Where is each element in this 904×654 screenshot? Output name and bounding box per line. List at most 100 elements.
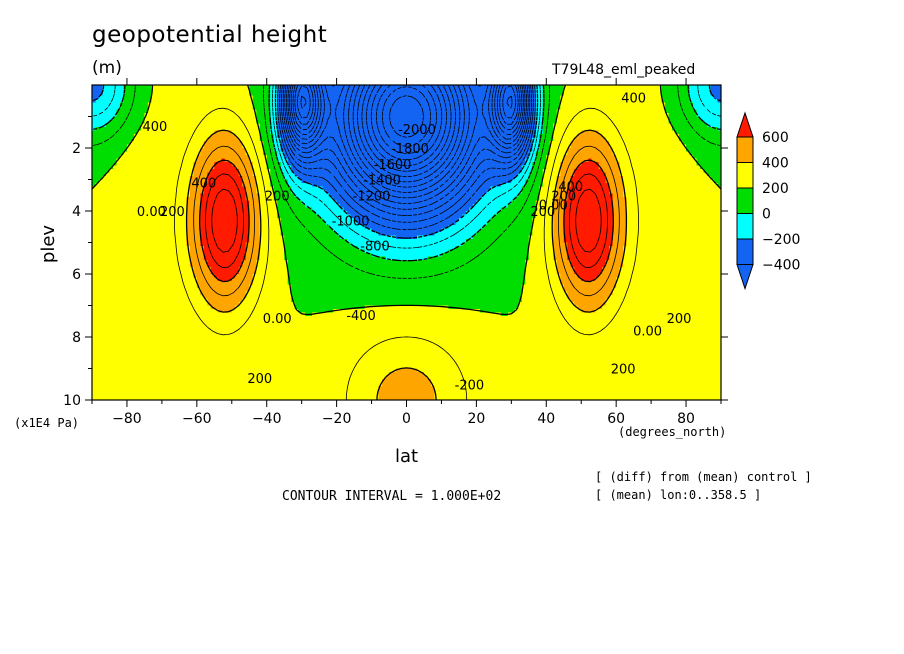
contour-fill-cell	[259, 218, 282, 223]
contour-fill-cell	[553, 197, 568, 202]
contour-fill-cell	[92, 270, 194, 275]
contour-fill-cell	[116, 113, 146, 118]
colorbar-label: 600	[762, 130, 789, 146]
contour-fill-cell	[298, 197, 334, 202]
contour-fill-cell	[602, 134, 680, 139]
contour-fill-cell	[92, 123, 107, 128]
contour-fill-cell	[465, 211, 498, 216]
contour-fill-cell	[207, 298, 243, 303]
contour-fill-cell	[123, 151, 201, 156]
contour-label: -1000	[332, 214, 370, 229]
contour-fill-cell	[92, 179, 100, 184]
contour-fill-cell	[577, 305, 603, 310]
contour-fill-cell	[490, 218, 533, 223]
contour-fill-cell	[612, 291, 721, 296]
contour-fill-cell	[196, 277, 219, 282]
contour-fill-cell	[252, 281, 289, 286]
contour-fill-cell	[542, 183, 558, 188]
contour-fill-cell	[703, 120, 721, 125]
contour-fill-cell	[116, 109, 149, 114]
contour-fill-cell	[200, 200, 250, 205]
contour-fill-cell	[539, 137, 554, 142]
contour-fill-cell	[710, 85, 721, 90]
contour-fill-cell	[102, 92, 125, 97]
contour-fill-cell	[270, 85, 278, 90]
contour-fill-cell	[92, 312, 306, 317]
contour-fill-cell	[493, 214, 537, 219]
chart-units: (m)	[92, 58, 122, 78]
contour-fill-cell	[252, 95, 271, 100]
contour-fill-cell	[259, 249, 285, 254]
contour-fill-cell	[252, 277, 289, 282]
contour-fill-cell	[563, 228, 614, 233]
contour-fill-cell	[112, 116, 146, 121]
contour-fill-cell	[256, 109, 271, 114]
contour-fill-cell	[249, 200, 261, 205]
contour-fill-cell	[689, 85, 712, 90]
contour-fill-cell	[92, 323, 721, 328]
contour-line	[296, 85, 517, 167]
contour-fill-cell	[92, 351, 721, 356]
contour-fill-cell	[319, 214, 352, 219]
contour-fill-cell	[689, 88, 712, 93]
contour-fill-cell	[539, 193, 554, 198]
contour-fill-cell	[556, 267, 575, 272]
contour-fill-cell	[665, 102, 694, 107]
contour-fill-cell	[560, 281, 617, 286]
contour-fill-cell	[92, 277, 198, 282]
contour-fill-cell	[542, 88, 565, 93]
contour-fill-cell	[259, 256, 285, 261]
contour-fill-cell	[574, 169, 603, 174]
contour-fill-cell	[210, 270, 240, 275]
contour-fill-cell	[231, 130, 261, 135]
contour-fill-cell	[546, 165, 561, 170]
contour-fill-cell	[535, 134, 540, 139]
x-tick-label: 20	[467, 411, 485, 427]
contour-fill-cell	[710, 176, 721, 181]
contour-fill-cell	[623, 190, 721, 195]
contour-fill-cell	[92, 361, 721, 366]
contour-fill-cell	[553, 239, 565, 244]
contour-fill-cell	[207, 302, 240, 307]
contour-fill-cell	[350, 242, 464, 247]
contour-fill-cell	[567, 197, 614, 202]
contour-fill-cell	[259, 197, 275, 202]
contour-fill-cell	[256, 270, 289, 275]
contour-fill-cell	[242, 260, 257, 265]
contour-fill-cell	[284, 151, 530, 156]
contour-fill-cell	[294, 302, 519, 307]
contour-label: 400	[191, 177, 216, 192]
contour-fill-cell	[200, 235, 250, 240]
contour-fill-cell	[92, 372, 390, 377]
contour-fill-cell	[661, 92, 691, 97]
contour-fill-cell	[312, 183, 502, 188]
contour-fill-cell	[609, 144, 687, 149]
contour-fill-cell	[277, 88, 537, 93]
contour-fill-cell	[92, 309, 219, 314]
contour-fill-cell	[448, 249, 530, 254]
contour-fill-cell	[280, 137, 533, 142]
contour-fill-cell	[542, 99, 561, 104]
contour-fill-cell	[567, 186, 610, 191]
contour-fill-cell	[563, 92, 663, 97]
contour-fill-cell	[273, 197, 299, 202]
contour-fill-cell	[92, 358, 721, 363]
contour-line	[284, 85, 529, 204]
contour-fill-cell	[626, 207, 721, 212]
contour-fill-cell	[532, 148, 540, 153]
contour-fill-cell	[126, 148, 201, 153]
contour-fill-cell	[259, 204, 278, 209]
contour-fill-cell	[186, 204, 201, 209]
contour-fill-cell	[525, 270, 558, 275]
contour-fill-cell	[92, 221, 187, 226]
contour-fill-cell	[277, 207, 313, 212]
contour-fill-cell	[266, 162, 282, 167]
contour-fill-cell	[553, 246, 568, 251]
contour-fill-cell	[280, 221, 327, 226]
contour-fill-cell	[242, 263, 257, 268]
contour-fill-cell	[609, 141, 684, 146]
contour-fill-cell	[378, 386, 436, 391]
contour-fill-cell	[193, 169, 212, 174]
contour-fill-cell	[277, 214, 320, 219]
contour-fill-cell	[259, 130, 271, 135]
